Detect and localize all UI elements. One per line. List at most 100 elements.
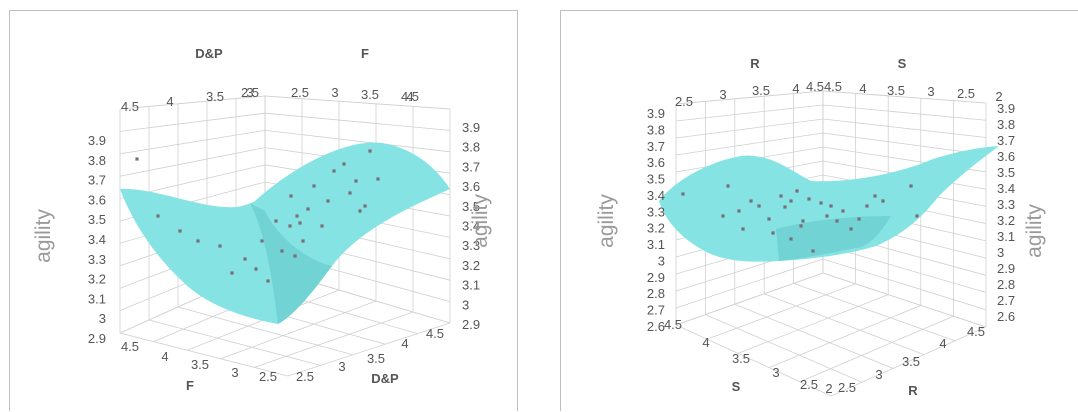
z-tick-label-right: 3.1 [997, 229, 1015, 244]
data-point [749, 199, 753, 203]
z-tick-label-left: 3.9 [647, 106, 665, 121]
data-point [873, 194, 877, 198]
axis-label-top-left: D&P [195, 46, 223, 61]
top-left-tick-label: 4 [792, 81, 799, 96]
wall-gridline [675, 258, 987, 311]
z-tick-label-right: 3.5 [997, 165, 1015, 180]
data-point [801, 219, 805, 223]
data-point [156, 214, 160, 218]
data-point [789, 199, 793, 203]
data-point [274, 219, 278, 223]
data-point [857, 217, 861, 221]
data-point [312, 184, 316, 188]
z-tick-label-right: 3.7 [997, 133, 1015, 148]
z-tick-label-right: 3.6 [462, 179, 480, 194]
bottom-right-tick-label: 4 [939, 336, 946, 351]
z-tick-label-left: 3.4 [647, 188, 665, 203]
z-tick-label-left: 3 [658, 253, 665, 268]
data-point [789, 237, 793, 241]
z-tick-label-right: 3.7 [462, 159, 480, 174]
data-point [178, 229, 182, 233]
floor-gridline [830, 326, 987, 397]
floor-gridline [764, 293, 925, 355]
bottom-right-tick-label: 4.5 [426, 326, 444, 341]
data-point [799, 224, 803, 228]
z-tick-label-right: 2.7 [997, 293, 1015, 308]
top-left-tick-label: 3 [246, 85, 253, 100]
z-tick-label-left: 3.8 [88, 153, 106, 168]
z-tick-label-left: 3.6 [88, 192, 106, 207]
axis-label-top-right: S [898, 56, 907, 71]
data-point [348, 191, 352, 195]
data-point [783, 205, 787, 209]
bottom-left-tick-label: 4 [702, 335, 709, 350]
z-tick-label-right: 3.9 [462, 120, 480, 135]
bottom-left-tick-label: 3 [231, 365, 238, 380]
z-axis-label-left: agility [32, 209, 55, 263]
z-tick-label-left: 3.6 [647, 155, 665, 170]
bottom-left-tick-label: 2 [825, 381, 832, 396]
top-left-tick-label: 4.5 [121, 99, 139, 114]
floor-gridline [119, 332, 289, 377]
z-tick-label-right: 3 [997, 245, 1004, 260]
surface-shading [250, 203, 332, 324]
z-tick-label-left: 3.3 [88, 252, 106, 267]
z-tick-label-left: 3.5 [647, 172, 665, 187]
data-point [243, 257, 247, 261]
top-right-tick-label: 3.5 [887, 83, 905, 98]
z-tick-label-right: 3.3 [462, 238, 480, 253]
response-surface [120, 142, 450, 324]
z-tick-label-left: 3.9 [88, 133, 106, 148]
floor-gridline [177, 306, 353, 356]
z-tick-label-left: 2.8 [647, 286, 665, 301]
chart-right[interactable]: 3.93.83.73.63.53.43.33.23.132.92.82.72.6… [561, 11, 1078, 412]
data-point [266, 279, 270, 283]
data-point [757, 204, 761, 208]
axis-label-bottom-left: F [186, 378, 194, 393]
data-point [218, 244, 222, 248]
data-point [737, 209, 741, 213]
floor-gridline [287, 322, 451, 377]
bottom-right-tick-label: 3 [875, 367, 882, 382]
z-tick-label-left: 3.7 [88, 173, 106, 188]
data-point [135, 157, 139, 161]
axis-label-top-left: R [750, 56, 760, 71]
data-point [741, 227, 745, 231]
top-left-tick-label: 2.5 [241, 85, 259, 100]
data-point [293, 254, 297, 258]
z-tick-label-right: 3.4 [997, 181, 1015, 196]
data-point [841, 209, 845, 213]
z-tick-label-left: 3.4 [88, 232, 106, 247]
data-point [865, 204, 869, 208]
top-left-tick-label: 3.5 [206, 89, 224, 104]
z-tick-label-left: 3.1 [647, 237, 665, 252]
bottom-left-tick-label: 3.5 [732, 351, 750, 366]
z-tick-label-left: 2.6 [647, 319, 665, 334]
bottom-right-tick-label: 4.5 [967, 324, 985, 339]
bottom-right-tick-label: 3.5 [367, 351, 385, 366]
data-point [771, 231, 775, 235]
top-right-tick-label: 2 [995, 89, 1002, 104]
axis-label-bottom-right: R [908, 383, 918, 398]
bottom-left-tick-label: 3 [772, 365, 779, 380]
z-tick-label-right: 3.5 [462, 199, 480, 214]
top-right-tick-label: 4 [859, 81, 866, 96]
z-tick-label-right: 3.4 [462, 219, 480, 234]
axis-label-bottom-right: D&P [371, 371, 399, 386]
z-tick-label-right: 3.8 [997, 117, 1015, 132]
z-tick-label-left: 3.2 [88, 272, 106, 287]
top-right-tick-label: 3.5 [361, 87, 379, 102]
wall-top-rim [119, 95, 451, 110]
floor-gridline [705, 314, 863, 383]
data-point [254, 267, 258, 271]
z-tick-label-right: 3.9 [997, 101, 1015, 116]
z-axis-label-right: agility [469, 194, 492, 248]
z-tick-label-left: 3.7 [647, 139, 665, 154]
top-right-tick-label: 4 [406, 89, 413, 104]
floor-gridline [675, 324, 832, 397]
data-point [301, 239, 305, 243]
data-point [726, 184, 730, 188]
chart-left[interactable]: 3.9 3.8 3.7 3.6 3.5 3.4 3.3 3.2 3.1 3 2.9 3.9 3.8 3.7… [10, 11, 519, 412]
z-tick-label-left: 2.9 [647, 270, 665, 285]
top-right-tick-label: 4.5 [401, 89, 419, 104]
